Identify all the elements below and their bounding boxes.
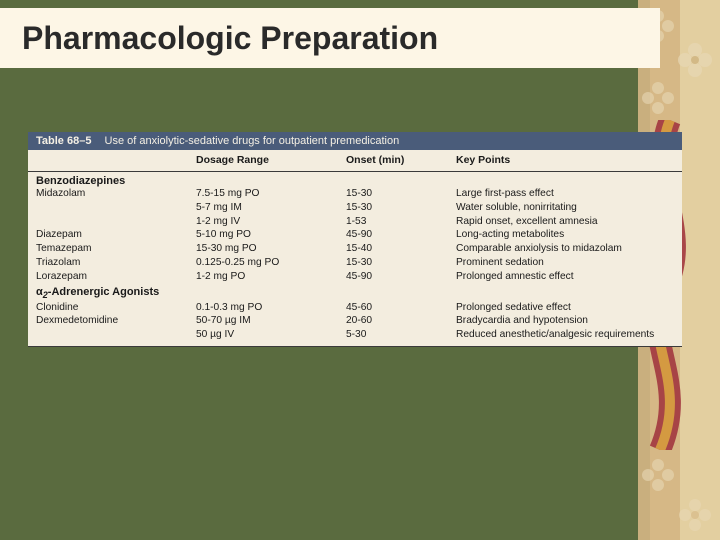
cell-name: [36, 201, 196, 215]
flower-icon: [638, 455, 678, 495]
table-row: Temazepam15-30 mg PO15-40Comparable anxi…: [28, 242, 682, 256]
table-row: Clonidine0.1-0.3 mg PO45-60Prolonged sed…: [28, 301, 682, 315]
cell-dose: 50 µg IV: [196, 328, 346, 342]
section-rows: Clonidine0.1-0.3 mg PO45-60Prolonged sed…: [28, 301, 682, 342]
cell-dose: 0.125-0.25 mg PO: [196, 256, 346, 270]
table-header: Table 68–5 Use of anxiolytic-sedative dr…: [28, 132, 682, 150]
bottom-rule: [28, 346, 682, 347]
cell-dose: 1-2 mg PO: [196, 270, 346, 284]
column-headers: Dosage Range Onset (min) Key Points: [28, 150, 682, 172]
col-blank: [36, 154, 196, 166]
cell-key: Prolonged sedative effect: [456, 301, 674, 315]
table-row: Triazolam0.125-0.25 mg PO15-30Prominent …: [28, 256, 682, 270]
section-heading: α2-Adrenergic Agonists: [28, 283, 682, 300]
table-row: 5-7 mg IM15-30Water soluble, nonirritati…: [28, 201, 682, 215]
cell-dose: 7.5-15 mg PO: [196, 187, 346, 201]
cell-onset: 15-40: [346, 242, 456, 256]
cell-key: Water soluble, nonirritating: [456, 201, 674, 215]
table-row: 1-2 mg IV1-53Rapid onset, excellent amne…: [28, 215, 682, 229]
table-number: Table 68–5: [36, 135, 91, 147]
cell-dose: 50-70 µg IM: [196, 314, 346, 328]
cell-name: Lorazepam: [36, 270, 196, 284]
flower-icon: [638, 78, 678, 118]
drug-table: Table 68–5 Use of anxiolytic-sedative dr…: [28, 132, 682, 347]
table-row: Midazolam7.5-15 mg PO15-30Large first-pa…: [28, 187, 682, 201]
cell-name: [36, 328, 196, 342]
cell-key: Bradycardia and hypotension: [456, 314, 674, 328]
col-onset: Onset (min): [346, 154, 456, 166]
cell-key: Large first-pass effect: [456, 187, 674, 201]
cell-key: Prominent sedation: [456, 256, 674, 270]
table-row: Diazepam5-10 mg PO45-90Long-acting metab…: [28, 228, 682, 242]
table-row: Lorazepam1-2 mg PO45-90Prolonged amnesti…: [28, 270, 682, 284]
section-rows: Midazolam7.5-15 mg PO15-30Large first-pa…: [28, 187, 682, 283]
cell-onset: 45-90: [346, 228, 456, 242]
cell-name: Clonidine: [36, 301, 196, 315]
table-row: 50 µg IV5-30Reduced anesthetic/analgesic…: [28, 328, 682, 342]
cell-onset: 45-60: [346, 301, 456, 315]
title-band: Pharmacologic Preparation: [0, 8, 660, 68]
cell-onset: 15-30: [346, 256, 456, 270]
page-title: Pharmacologic Preparation: [22, 20, 438, 57]
cell-onset: 20-60: [346, 314, 456, 328]
cell-name: [36, 215, 196, 229]
cell-dose: 5-10 mg PO: [196, 228, 346, 242]
flower-icon: [675, 40, 715, 80]
cell-key: Reduced anesthetic/analgesic requirement…: [456, 328, 674, 342]
cell-key: Comparable anxiolysis to midazolam: [456, 242, 674, 256]
cell-dose: 1-2 mg IV: [196, 215, 346, 229]
flower-icon: [675, 495, 715, 535]
col-dosage: Dosage Range: [196, 154, 346, 166]
cell-onset: 5-30: [346, 328, 456, 342]
cell-name: Temazepam: [36, 242, 196, 256]
cell-onset: 15-30: [346, 187, 456, 201]
cell-dose: 5-7 mg IM: [196, 201, 346, 215]
section-heading: Benzodiazepines: [28, 172, 682, 187]
cell-name: Dexmedetomidine: [36, 314, 196, 328]
cell-name: Triazolam: [36, 256, 196, 270]
cell-name: Diazepam: [36, 228, 196, 242]
cell-dose: 0.1-0.3 mg PO: [196, 301, 346, 315]
table-caption: Use of anxiolytic-sedative drugs for out…: [105, 135, 400, 147]
cell-onset: 15-30: [346, 201, 456, 215]
table-row: Dexmedetomidine50-70 µg IM20-60Bradycard…: [28, 314, 682, 328]
col-keypoints: Key Points: [456, 154, 674, 166]
slide-root: Pharmacologic Preparation Table 68–5 Use…: [0, 0, 720, 540]
cell-onset: 1-53: [346, 215, 456, 229]
cell-key: Rapid onset, excellent amnesia: [456, 215, 674, 229]
cell-dose: 15-30 mg PO: [196, 242, 346, 256]
cell-key: Long-acting metabolites: [456, 228, 674, 242]
cell-key: Prolonged amnestic effect: [456, 270, 674, 284]
cell-name: Midazolam: [36, 187, 196, 201]
cell-onset: 45-90: [346, 270, 456, 284]
